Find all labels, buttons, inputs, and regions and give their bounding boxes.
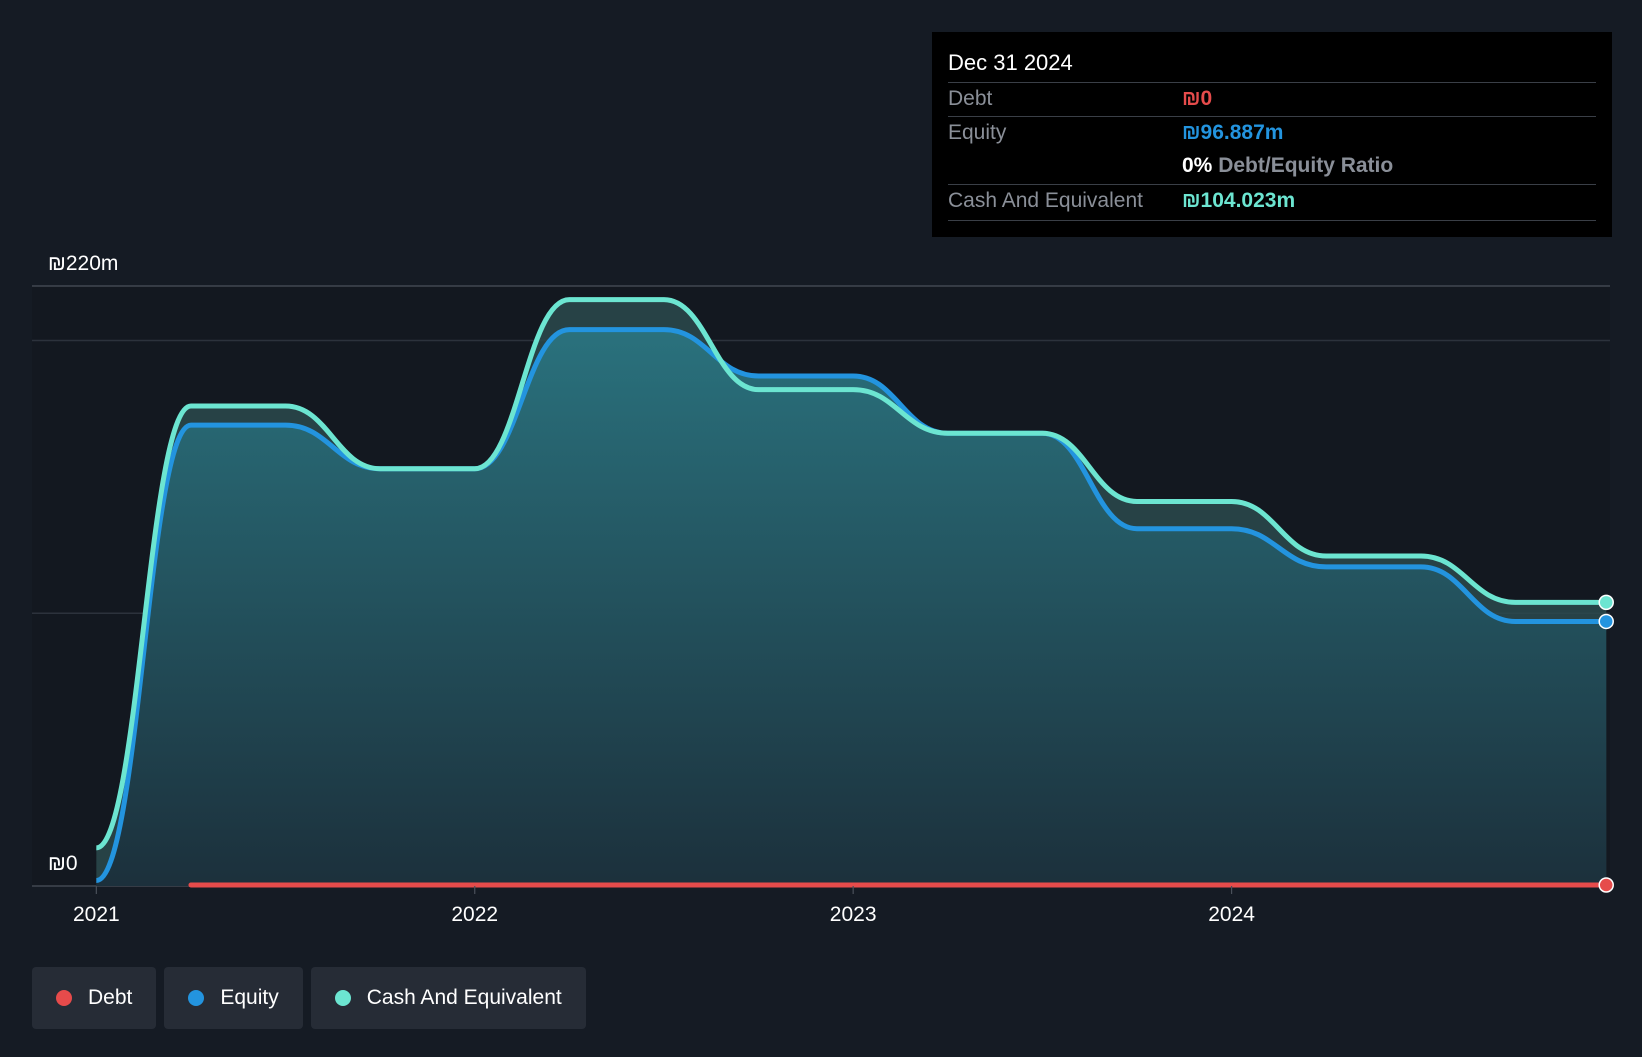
legend-item-debt[interactable]: Debt xyxy=(32,967,157,1029)
tooltip-equity-label: Equity xyxy=(948,121,1007,144)
legend-dot-equity xyxy=(188,990,205,1006)
line-equity xyxy=(95,327,1607,884)
chart-legend: Debt Equity Cash And Equivalent xyxy=(32,967,586,1029)
legend-label-equity: Equity xyxy=(220,986,279,1009)
legend-item-equity[interactable]: Equity xyxy=(164,967,303,1029)
x-tick-label-2023: 2023 xyxy=(830,903,877,926)
y-tick-label-zero: ₪0 xyxy=(48,852,78,875)
legend-dot-debt xyxy=(56,990,72,1006)
tooltip-ratio-value: 0% Debt/Equity Ratio xyxy=(1182,154,1393,178)
x-tick-label-2024: 2024 xyxy=(1208,903,1255,926)
legend-dot-cash xyxy=(334,990,351,1006)
marker-layer xyxy=(1598,594,1614,893)
marker-debt-end xyxy=(1598,877,1614,893)
tooltip-debt-value: ₪0 xyxy=(1182,87,1213,110)
tooltip-equity-value: ₪96.887m xyxy=(1182,121,1284,144)
axis-layer: ₪220m ₪0 2021 2022 2023 2024 xyxy=(48,252,1255,926)
marker-equity-end xyxy=(1598,613,1614,630)
x-tick-label-2021: 2021 xyxy=(73,903,120,926)
legend-item-cash[interactable]: Cash And Equivalent xyxy=(310,967,586,1029)
tooltip-row-equity: Equity ₪96.887m xyxy=(948,116,1596,151)
marker-cash-end xyxy=(1598,594,1614,611)
tooltip-row-cash: Cash And Equivalent ₪104.023m xyxy=(948,184,1596,219)
legend-label-debt: Debt xyxy=(88,986,133,1009)
tooltip-date: Dec 31 2024 xyxy=(948,50,1073,75)
tooltip-row-debt: Debt ₪0 xyxy=(948,82,1596,117)
tooltip-row-ratio: 0% Debt/Equity Ratio xyxy=(948,150,1596,184)
x-tick-label-2022: 2022 xyxy=(451,903,498,926)
line-cash xyxy=(95,297,1607,851)
tooltip-ratio-number: 0% xyxy=(1182,154,1213,177)
tooltip-cash-label: Cash And Equivalent xyxy=(948,189,1143,212)
tooltip-ratio-label: Debt/Equity Ratio xyxy=(1218,154,1394,177)
chart-tooltip: Dec 31 2024 Debt ₪0 Equity ₪96.887m 0% D… xyxy=(932,32,1612,237)
line-layer xyxy=(95,297,1609,888)
y-tick-label-top: ₪220m xyxy=(48,252,118,275)
legend-label-cash: Cash And Equivalent xyxy=(366,986,562,1009)
tooltip-cash-value: ₪104.023m xyxy=(1182,189,1296,212)
tooltip-divider xyxy=(948,220,1596,221)
tooltip-debt-label: Debt xyxy=(948,87,993,110)
